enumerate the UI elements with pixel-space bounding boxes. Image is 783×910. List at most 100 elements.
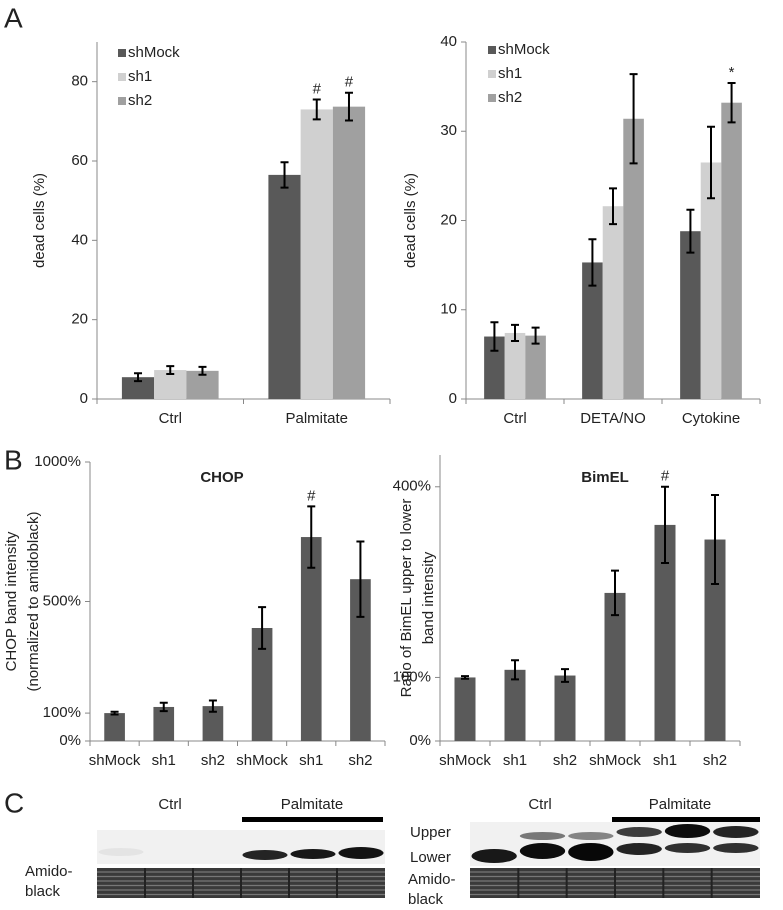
bar xyxy=(654,524,676,741)
x-tick-label: sh2 xyxy=(553,752,577,769)
bar xyxy=(104,713,125,741)
chart-title: CHOP xyxy=(200,469,243,486)
y-axis-label: dead cells (%) xyxy=(402,173,419,268)
error-bar xyxy=(356,540,365,618)
x-tick-label: shMock xyxy=(236,752,288,769)
x-tick-label: Ctrl xyxy=(503,410,526,427)
bar xyxy=(700,162,722,399)
error-bar xyxy=(312,98,321,121)
panel-letter: A xyxy=(4,2,23,33)
bar xyxy=(484,336,505,399)
annotation: # xyxy=(313,80,322,97)
error-bar xyxy=(609,187,617,226)
chart-title: BimEL xyxy=(581,469,629,486)
bar xyxy=(623,118,644,399)
error-bar xyxy=(461,675,469,680)
group-bar xyxy=(242,817,383,822)
blot-band xyxy=(338,847,384,859)
annotation: # xyxy=(661,468,670,485)
error-bar xyxy=(707,125,715,200)
y-tick-label: 0 xyxy=(80,390,88,407)
error-bar xyxy=(208,699,217,713)
y-tick-label: 0 xyxy=(449,390,457,407)
x-tick-label: shMock xyxy=(589,752,641,769)
y-axis-label: Ratio of BimEL upper to lower xyxy=(398,499,415,698)
legend-swatch xyxy=(118,49,126,57)
y-axis-label: CHOP band intensity xyxy=(3,531,20,671)
legend-swatch xyxy=(118,97,126,105)
bar xyxy=(721,102,742,399)
error-bar xyxy=(110,710,119,716)
y-axis-label: band intensity xyxy=(420,551,437,644)
blot-band xyxy=(568,843,614,861)
blot-background xyxy=(470,822,760,866)
legend-label: shMock xyxy=(498,41,550,58)
blot-row-label: Amido- xyxy=(25,863,73,880)
error-bar xyxy=(344,91,353,122)
legend-label: sh2 xyxy=(498,89,522,106)
error-bar xyxy=(711,494,719,586)
blot-band xyxy=(519,843,566,859)
panel-letter: C xyxy=(4,787,24,818)
error-bar xyxy=(511,659,519,681)
legend-label: sh2 xyxy=(128,92,152,109)
y-axis-label: dead cells (%) xyxy=(31,173,48,268)
bar xyxy=(504,332,526,399)
legend-swatch xyxy=(118,73,126,81)
x-tick-label: Palmitate xyxy=(285,410,348,427)
x-tick-label: sh2 xyxy=(703,752,727,769)
bar xyxy=(554,675,576,741)
y-tick-label: 20 xyxy=(440,211,457,228)
bar xyxy=(604,592,626,741)
bar xyxy=(268,174,301,399)
bar xyxy=(251,628,273,741)
blot-row-label: black xyxy=(25,883,61,900)
y-tick-label: 10 xyxy=(440,301,457,318)
error-bar xyxy=(661,485,669,565)
y-tick-label: 1000% xyxy=(34,453,81,470)
blot-group: Palmitate xyxy=(281,796,344,813)
y-tick-label: 20 xyxy=(71,311,88,328)
error-bar xyxy=(490,321,499,352)
legend-label: sh1 xyxy=(128,68,152,85)
x-tick-label: Cytokine xyxy=(682,410,740,427)
annotation: # xyxy=(345,74,354,91)
blot-band xyxy=(242,850,288,860)
error-bar xyxy=(531,326,540,345)
error-bar xyxy=(159,701,168,713)
x-tick-label: sh1 xyxy=(653,752,677,769)
x-tick-label: shMock xyxy=(439,752,491,769)
blot-row-label: Amido- xyxy=(408,871,456,888)
legend-swatch xyxy=(488,46,496,54)
bar xyxy=(525,335,546,399)
bar xyxy=(332,106,366,399)
blot-band xyxy=(616,827,662,837)
bar xyxy=(454,677,476,741)
x-tick-label: DETA/NO xyxy=(580,410,646,427)
x-tick-label: sh2 xyxy=(201,752,225,769)
bar xyxy=(121,377,155,399)
error-bar xyxy=(629,73,638,165)
blot-band xyxy=(713,826,759,838)
band-label: Lower xyxy=(410,849,451,866)
y-axis-label: (normalized to amidoblack) xyxy=(25,511,42,691)
x-tick-label: sh2 xyxy=(348,752,372,769)
error-bar xyxy=(561,668,569,683)
error-bar xyxy=(511,323,519,342)
blot-band xyxy=(664,824,711,838)
bar xyxy=(300,537,322,741)
y-tick-label: 100% xyxy=(43,704,81,721)
blot-band xyxy=(98,848,144,856)
bar xyxy=(602,206,624,399)
blot-band xyxy=(519,832,566,840)
group-bar xyxy=(612,817,760,822)
y-tick-label: 0% xyxy=(59,732,81,749)
bar xyxy=(202,706,224,741)
panel-letter: B xyxy=(4,444,23,475)
error-bar xyxy=(280,161,289,189)
bar xyxy=(300,109,333,399)
error-bar xyxy=(134,372,143,383)
y-tick-label: 400% xyxy=(393,478,431,495)
blot-band xyxy=(290,849,336,859)
